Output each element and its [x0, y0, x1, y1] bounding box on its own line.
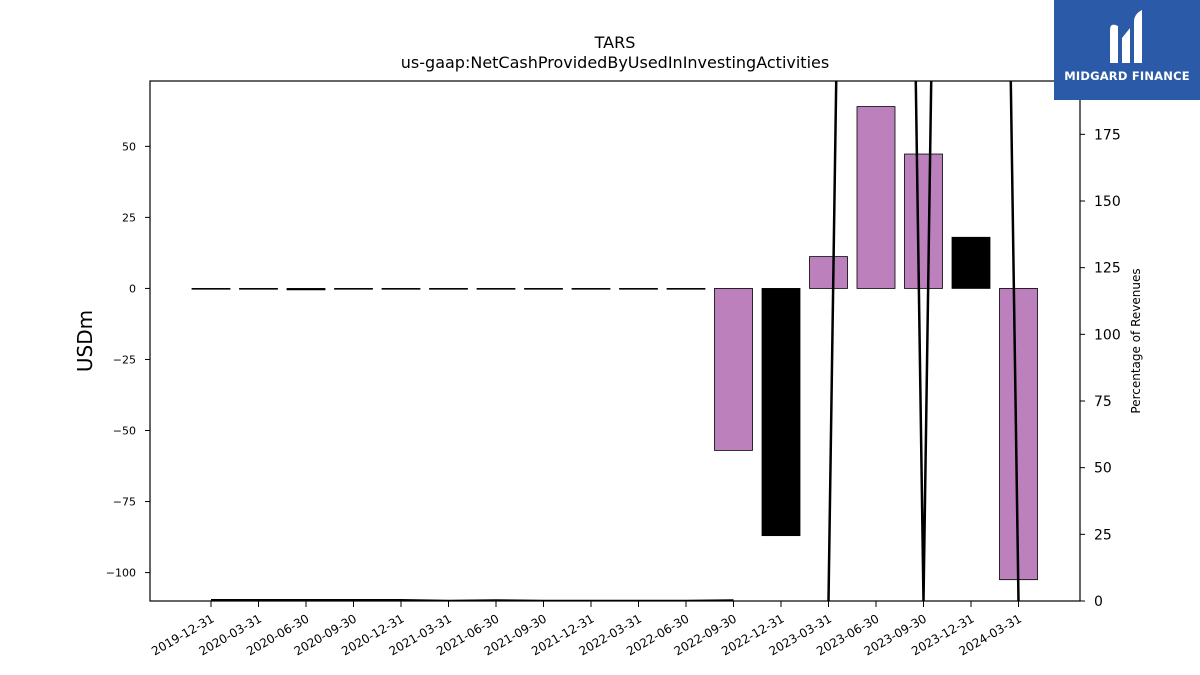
- bar-2021-09-30: [524, 288, 563, 290]
- y-tick-label: 25: [122, 211, 136, 224]
- y2-tick-label: 150: [1094, 194, 1121, 210]
- logo-mark-icon: [1110, 10, 1142, 64]
- chart-title: TARS: [594, 33, 636, 52]
- y2-tick-label: 75: [1094, 394, 1112, 410]
- bar-2020-12-31: [381, 288, 421, 290]
- brand-logo: MIDGARD FINANCE: [1054, 0, 1200, 100]
- y-tick-label: −25: [113, 353, 136, 366]
- y-tick-label: 0: [129, 282, 136, 295]
- y-tick-label: 50: [122, 140, 136, 153]
- bar-2021-06-30: [476, 288, 516, 290]
- bar-2022-09-30: [714, 288, 753, 451]
- y2-tick-label: 50: [1094, 461, 1112, 477]
- bar-2023-03-31: [809, 256, 848, 289]
- y2-tick-label: 25: [1094, 527, 1112, 543]
- y2-axis-label: Percentage of Revenues: [1129, 268, 1143, 413]
- bar-2021-12-31: [571, 288, 611, 290]
- bar-2023-09-30: [904, 153, 943, 289]
- bar-2021-03-31: [429, 288, 468, 290]
- bar-2023-12-31: [951, 236, 991, 289]
- bar-2022-12-31: [761, 288, 801, 537]
- bar-2022-06-30: [666, 288, 706, 290]
- y2-tick-label: 0: [1094, 594, 1103, 610]
- chart-subtitle: us-gaap:NetCashProvidedByUsedInInvesting…: [401, 53, 829, 72]
- bar-2020-03-31: [239, 288, 278, 290]
- y2-tick-label: 125: [1094, 261, 1121, 277]
- y-tick-label: −100: [106, 567, 136, 580]
- bar-2020-06-30: [286, 288, 326, 291]
- bar-2022-03-31: [619, 288, 658, 290]
- bar-2019-12-31: [191, 288, 231, 290]
- pct-revenue-line-segment-1: [827, 81, 1020, 601]
- logo-text: MIDGARD FINANCE: [1064, 69, 1190, 83]
- bar-2020-09-30: [334, 288, 373, 290]
- plot-frame: [149, 80, 1081, 602]
- y-axis-label: USDm: [73, 310, 97, 372]
- y-tick-label: −75: [113, 496, 136, 509]
- y-tick-label: −50: [113, 425, 136, 438]
- y2-tick-label: 100: [1094, 327, 1121, 343]
- bar-2023-06-30: [856, 106, 896, 289]
- y2-tick-label: 175: [1094, 127, 1121, 143]
